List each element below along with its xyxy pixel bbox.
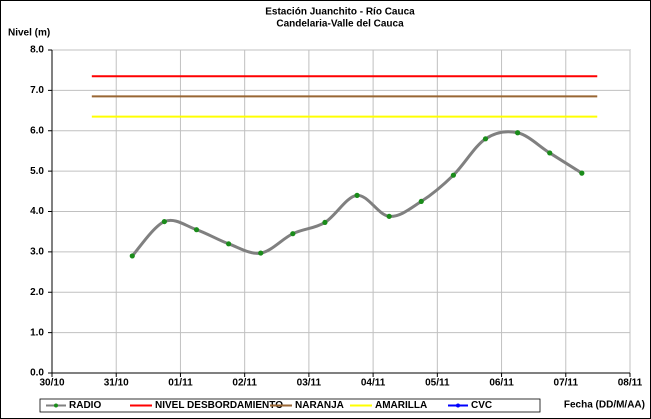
y-tick-label: 5.0	[30, 166, 44, 177]
y-tick-label: 6.0	[30, 125, 44, 136]
y-tick-label: 4.0	[30, 206, 44, 217]
x-axis-label: Fecha (DD/M/AA)	[564, 400, 645, 411]
x-tick-label: 30/10	[39, 378, 64, 389]
y-tick-label: 0.0	[30, 368, 44, 379]
legend-label: AMARILLA	[375, 400, 427, 411]
y-tick-label: 2.0	[30, 287, 44, 298]
legend-label: RADIO	[69, 400, 101, 411]
data-point	[579, 170, 585, 176]
data-point	[515, 130, 521, 136]
chart-subtitle: Candelaria-Valle del Cauca	[276, 19, 404, 30]
data-point	[193, 227, 200, 233]
x-tick-label: 04/11	[361, 378, 386, 389]
legend-marker	[54, 403, 58, 408]
data-point	[450, 172, 456, 178]
y-axis-label: Nivel (m)	[8, 28, 50, 39]
y-tick-label: 7.0	[30, 85, 44, 96]
data-point	[258, 250, 264, 256]
data-point	[482, 136, 489, 142]
y-tick-label: 8.0	[30, 45, 44, 56]
data-point	[386, 213, 392, 219]
data-point	[161, 218, 167, 225]
legend-label: NARANJA	[295, 400, 344, 411]
data-point	[354, 192, 360, 198]
y-tick-label: 1.0	[30, 327, 44, 338]
x-tick-label: 06/11	[489, 378, 514, 389]
data-point	[418, 198, 424, 205]
x-tick-label: 05/11	[425, 378, 450, 389]
x-tick-label: 08/11	[618, 378, 643, 389]
x-tick-label: 07/11	[554, 378, 579, 389]
x-tick-label: 31/10	[104, 378, 129, 389]
x-tick-label: 01/11	[168, 378, 193, 389]
data-point	[322, 219, 328, 226]
legend-label: CVC	[471, 400, 492, 411]
data-point	[129, 253, 135, 259]
x-tick-label: 02/11	[232, 378, 257, 389]
legend-marker	[456, 403, 460, 408]
x-tick-label: 03/11	[297, 378, 322, 389]
legend-label: NIVEL DESBORDAMIENTO	[155, 400, 283, 411]
y-tick-label: 3.0	[30, 247, 44, 258]
chart-title: Estación Juanchito - Río Cauca	[265, 7, 415, 18]
data-point	[547, 150, 553, 156]
data-point	[290, 231, 296, 237]
data-point	[226, 241, 232, 247]
